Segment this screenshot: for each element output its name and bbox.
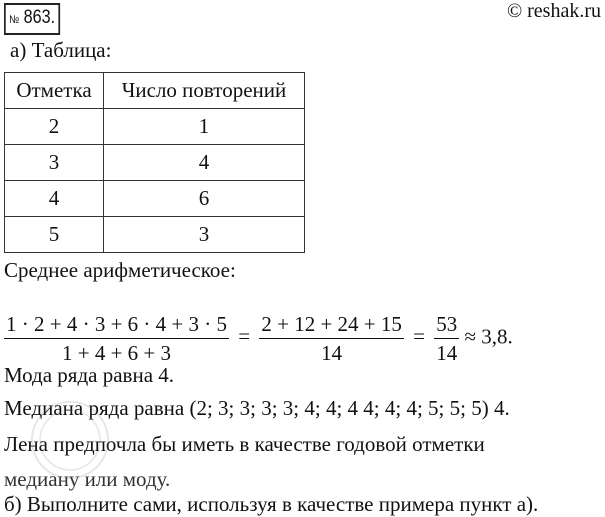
cell: 3 <box>4 144 104 181</box>
header-cell: Число повторений <box>103 72 305 109</box>
number-sign: № <box>9 14 20 26</box>
cell: 4 <box>103 144 305 181</box>
part-a-label: а) Таблица: <box>10 38 112 62</box>
problem-number: № 863. <box>4 3 61 35</box>
header-cell: Отметка <box>4 72 104 109</box>
mean-label: Среднее арифметическое: <box>4 258 236 282</box>
number-value: 863. <box>23 7 56 28</box>
denominator: 1 + 4 + 6 + 3 <box>61 341 172 365</box>
denominator: 14 <box>321 341 343 365</box>
cell: 5 <box>4 216 104 253</box>
denominator: 14 <box>436 341 458 365</box>
cell: 1 <box>103 108 305 145</box>
cell: 4 <box>4 180 104 217</box>
watermark-logo <box>31 401 109 479</box>
fraction-2: 2 + 12 + 24 + 15 14 <box>259 310 404 367</box>
table-header: Отметка Число повторений <box>4 72 305 109</box>
median-text: Медиана ряда равна (2; 3; 3; 3; 3; 4; 4;… <box>4 396 510 420</box>
equals: = <box>413 324 425 349</box>
numerator: 2 + 12 + 24 + 15 <box>259 310 404 339</box>
conclusion-line-2: медиану или моду. <box>4 467 171 491</box>
conclusion-line-1: Лена предпочла бы иметь в качестве годов… <box>4 432 485 456</box>
fraction-3: 53 14 <box>434 310 460 367</box>
mode-text: Мода ряда равна 4. <box>4 363 175 387</box>
copyright: © reshak.ru <box>506 0 601 22</box>
equals: = <box>238 324 251 349</box>
result: ≈ 3,8. <box>464 324 513 349</box>
numerator: 1 · 2 + 4 · 3 + 6 · 4 + 3 · 5 <box>4 310 230 339</box>
part-b-text: б) Выполните сами, используя в качестве … <box>4 492 539 516</box>
cell: 6 <box>103 180 305 217</box>
numerator: 53 <box>434 310 460 339</box>
cell: 3 <box>103 216 305 253</box>
cell: 2 <box>4 108 104 145</box>
